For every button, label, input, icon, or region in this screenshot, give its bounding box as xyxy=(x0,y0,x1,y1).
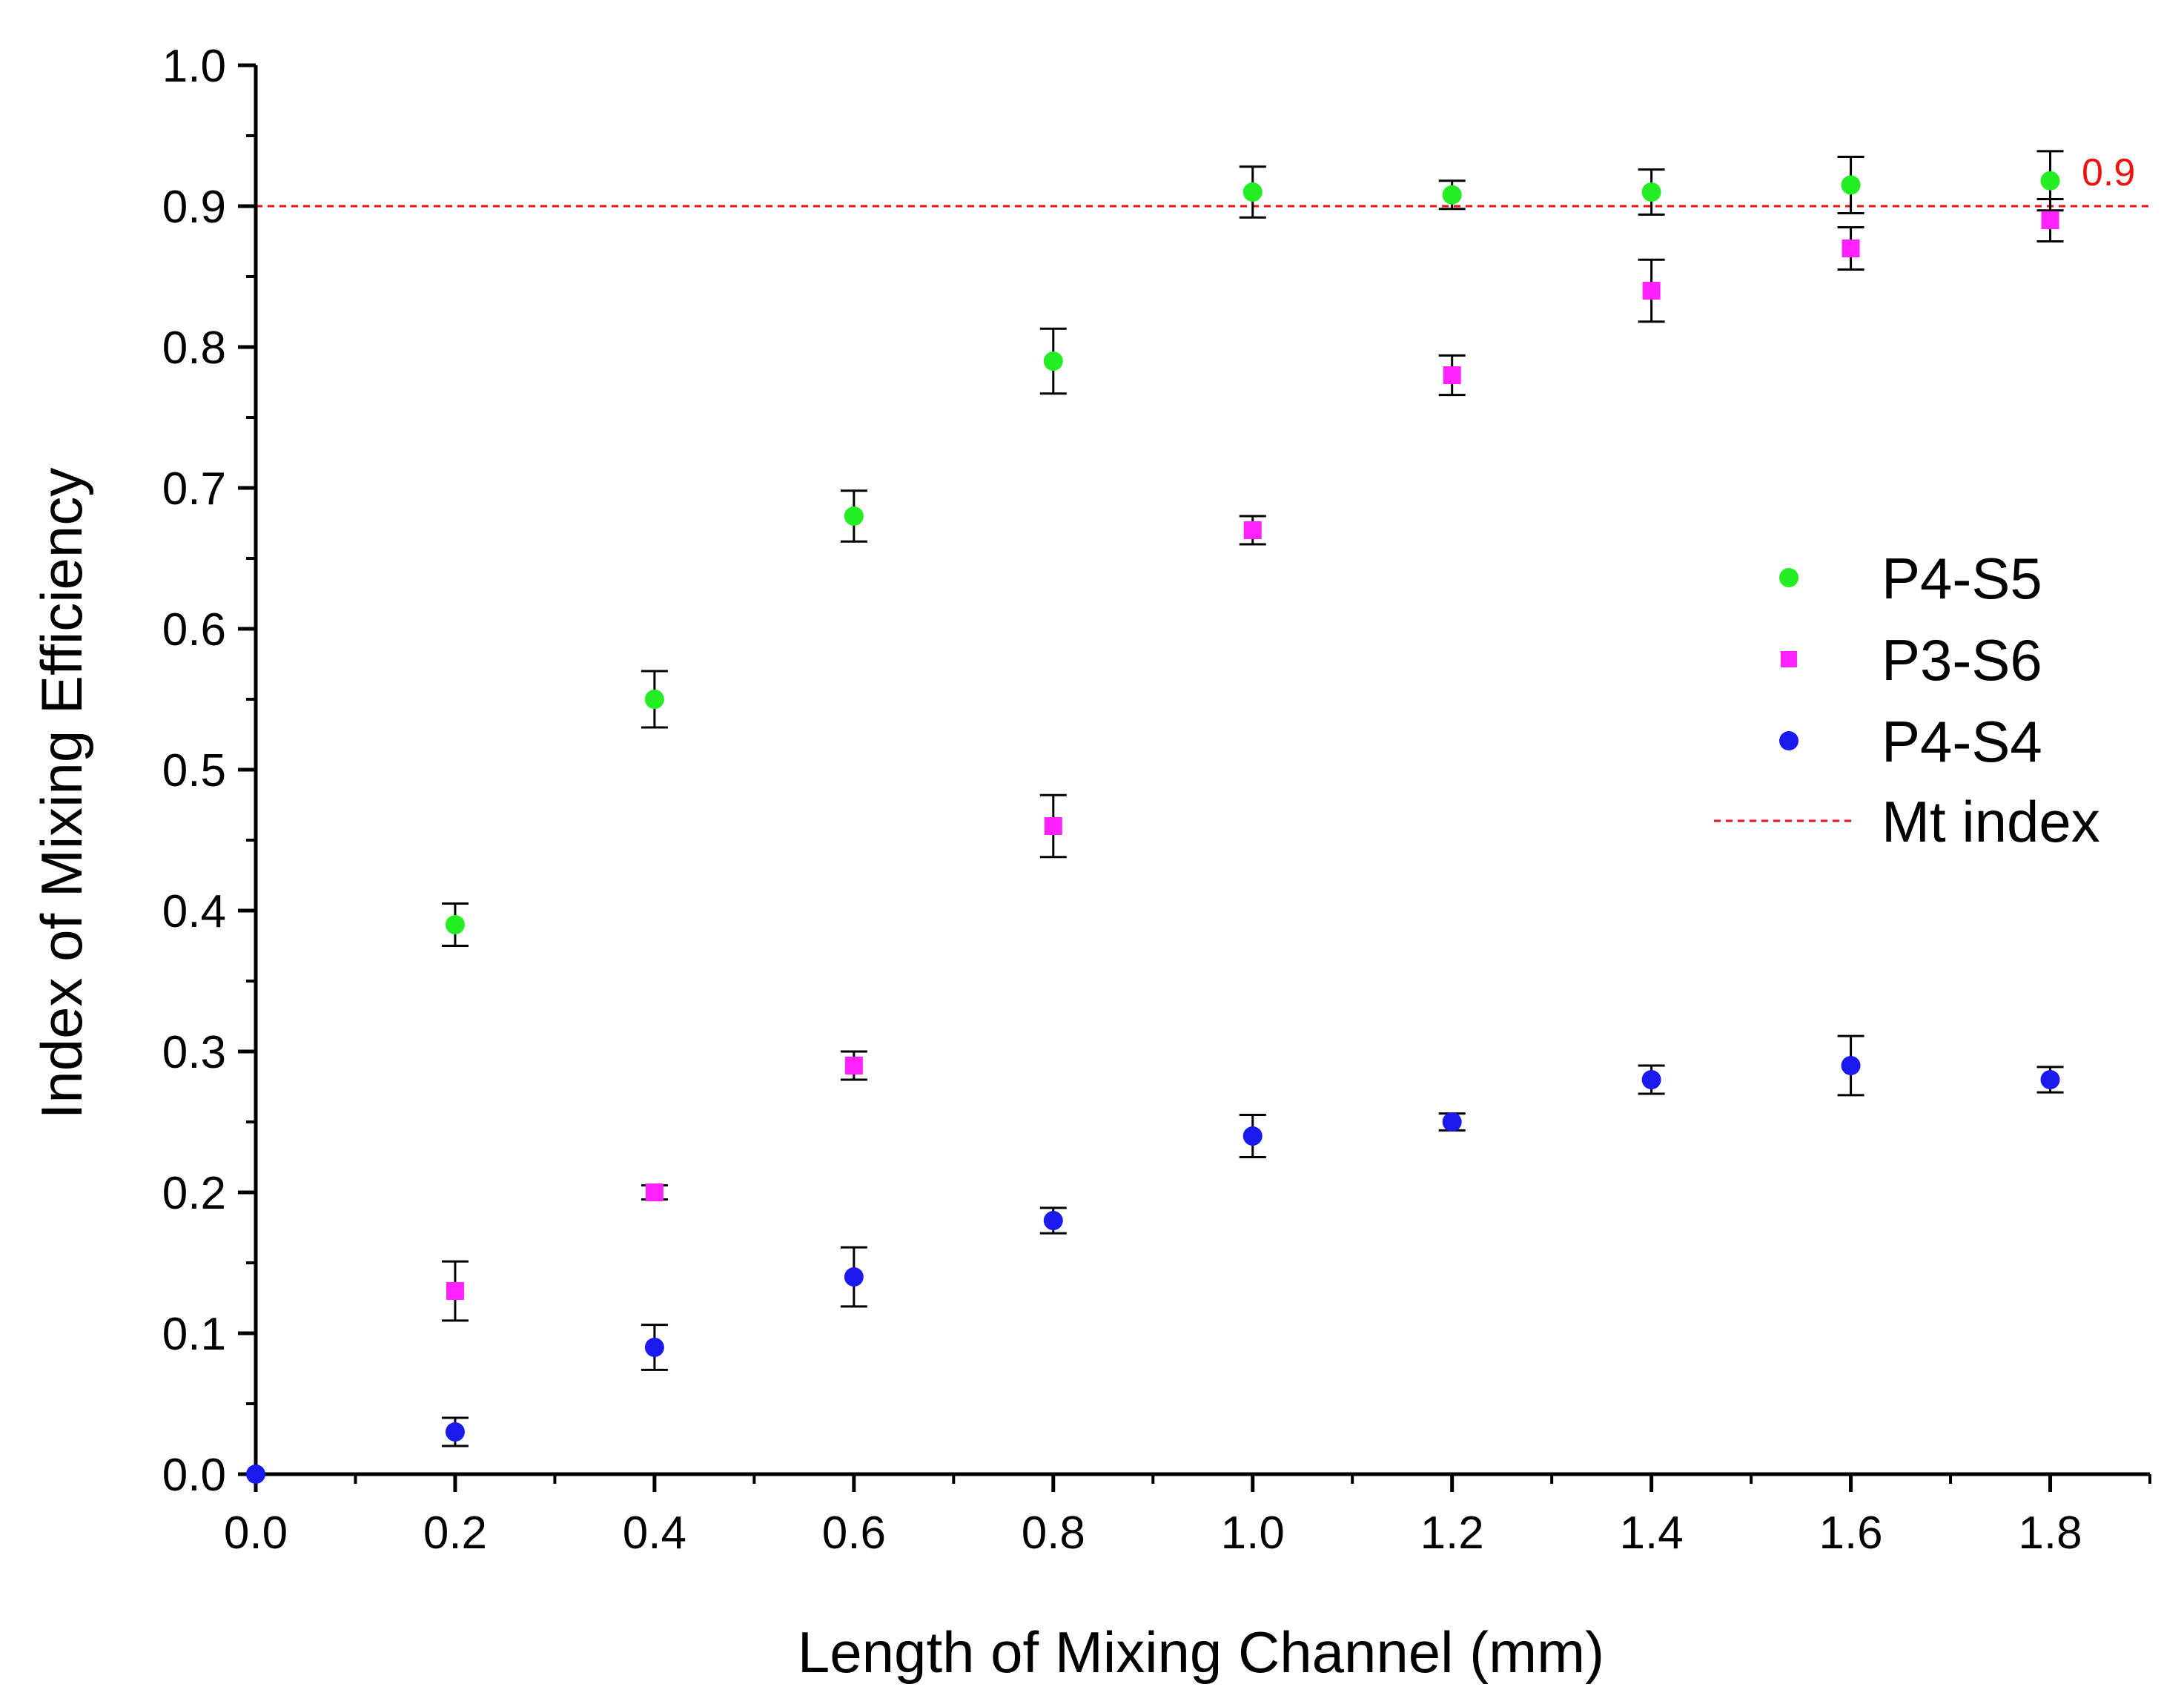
data-point-p3-s6 xyxy=(645,1183,664,1201)
series-p4-s5 xyxy=(441,150,2064,947)
data-point-p4-s4 xyxy=(1641,1070,1661,1089)
y-tick-label: 0.0 xyxy=(162,1450,226,1501)
x-tick-label: 0.0 xyxy=(224,1508,288,1559)
ticks-layer: 0.0 0.1 0.2 0.3 0.4 0.5 0.6 0.7 0.8 0.9 1.0 0.0 0.2 0… xyxy=(162,41,2151,1559)
y-tick-label: 0.3 xyxy=(162,1027,226,1078)
data-point-p4-s4 xyxy=(1442,1112,1462,1132)
legend-label-p4-s4: P4-S4 xyxy=(1882,709,2042,774)
data-point-p4-s4 xyxy=(246,1465,265,1484)
x-tick-label: 0.6 xyxy=(822,1508,886,1559)
legend-swatch-p3-s6 xyxy=(1781,651,1797,667)
data-point-p3-s6 xyxy=(844,1057,863,1074)
data-point-p3-s6 xyxy=(1642,282,1661,300)
y-tick-label: 0.5 xyxy=(162,745,226,796)
legend-label-mt-index: Mt index xyxy=(1882,789,2100,854)
data-point-p4-s5 xyxy=(844,506,864,526)
data-point-p3-s6 xyxy=(2041,211,2059,229)
y-tick-label: 0.4 xyxy=(162,886,226,937)
y-tick-label: 0.9 xyxy=(162,182,226,233)
series-p4-s4 xyxy=(246,1034,2064,1484)
x-tick-label: 1.8 xyxy=(2018,1508,2082,1559)
x-tick-label: 0.4 xyxy=(623,1508,686,1559)
data-point-p3-s6 xyxy=(1044,817,1062,835)
x-tick-label: 1.0 xyxy=(1221,1508,1285,1559)
x-tick-label: 1.4 xyxy=(1620,1508,1684,1559)
data-point-p4-s4 xyxy=(2040,1070,2060,1089)
y-axis-title: Index of Mixing Efficiency xyxy=(29,468,94,1120)
mt-index-value-label: 0.9 xyxy=(2082,151,2135,194)
y-tick-label: 1.0 xyxy=(162,41,226,92)
y-tick-label: 0.8 xyxy=(162,323,226,374)
legend-swatch-p4-s5 xyxy=(1779,568,1799,587)
legend-label-p3-s6: P3-S6 xyxy=(1882,627,2042,693)
data-point-p4-s4 xyxy=(1043,1211,1063,1230)
data-point-p4-s5 xyxy=(1841,175,1861,195)
y-tick-label: 0.7 xyxy=(162,463,226,515)
data-point-p4-s5 xyxy=(1043,351,1063,371)
x-tick-label: 0.2 xyxy=(423,1508,487,1559)
x-axis-title: Length of Mixing Channel (mm) xyxy=(798,1619,1604,1685)
data-point-p4-s4 xyxy=(844,1267,864,1287)
y-tick-label: 0.2 xyxy=(162,1168,226,1219)
x-tick-label: 0.8 xyxy=(1022,1508,1085,1559)
data-point-p3-s6 xyxy=(1443,366,1461,384)
data-point-p4-s5 xyxy=(644,690,664,709)
reference-line-layer: 0.9 xyxy=(256,151,2150,208)
data-point-p3-s6 xyxy=(1243,521,1262,539)
data-point-p4-s4 xyxy=(1242,1126,1263,1146)
data-point-p3-s6 xyxy=(446,1282,464,1300)
y-tick-label: 0.1 xyxy=(162,1309,226,1360)
y-tick-label: 0.6 xyxy=(162,604,226,656)
legend-swatch-p4-s4 xyxy=(1779,731,1799,750)
data-point-p4-s5 xyxy=(445,915,465,934)
series-p3-s6 xyxy=(441,198,2064,1322)
legend: P4-S5 P3-S6 P4-S4 Mt index xyxy=(1714,546,2100,854)
legend-label-p4-s5: P4-S5 xyxy=(1882,546,2042,611)
data-point-p4-s4 xyxy=(644,1338,664,1357)
x-tick-label: 1.2 xyxy=(1420,1508,1484,1559)
data-point-p4-s4 xyxy=(445,1422,465,1442)
data-point-p4-s5 xyxy=(1641,182,1661,202)
data-point-p3-s6 xyxy=(1841,240,1860,257)
data-point-p4-s4 xyxy=(1841,1056,1861,1075)
data-point-p4-s5 xyxy=(1442,185,1462,205)
data-point-p4-s5 xyxy=(1242,182,1263,202)
data-point-p4-s5 xyxy=(2040,171,2060,191)
x-tick-label: 1.6 xyxy=(1819,1508,1882,1559)
series-layer xyxy=(246,150,2064,1484)
